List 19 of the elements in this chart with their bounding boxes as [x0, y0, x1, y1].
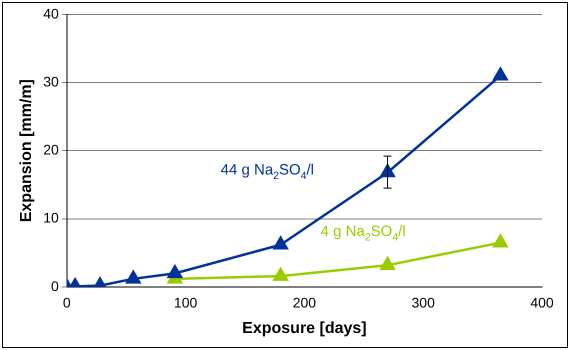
y-tick-label: 30 — [43, 73, 59, 90]
x-tick-label: 0 — [62, 294, 71, 310]
point — [126, 270, 141, 284]
x-tick-label: 100 — [174, 294, 198, 310]
x-tick-label: 300 — [412, 294, 436, 310]
y-tick-label: 20 — [43, 142, 59, 158]
point — [273, 236, 288, 250]
y-tick-label: 40 — [43, 5, 59, 22]
x-axis-title: Exposure [days] — [242, 320, 367, 337]
point — [273, 268, 288, 281]
y-tick-label: 10 — [43, 210, 59, 226]
point — [380, 256, 395, 270]
y-tick-label: 0 — [50, 278, 59, 294]
point — [493, 67, 508, 80]
x-tick-label: 200 — [292, 294, 316, 310]
x-tick-label: 400 — [530, 294, 554, 310]
point — [493, 234, 508, 248]
point — [168, 265, 182, 278]
y-axis-title: Expansion [mm/m] — [18, 79, 36, 222]
